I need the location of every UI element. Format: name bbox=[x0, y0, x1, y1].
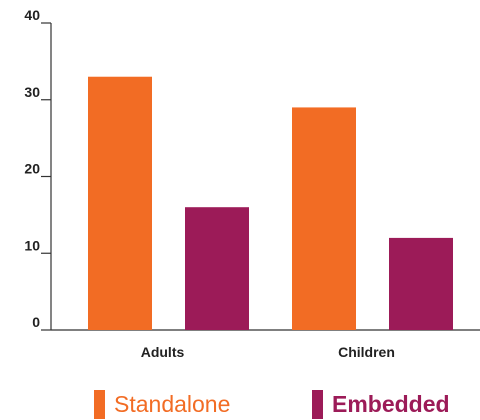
legend-item-standalone: Standalone bbox=[94, 388, 230, 420]
bar-standalone-adults bbox=[88, 76, 152, 330]
bar-embedded-children bbox=[389, 237, 453, 330]
x-axis-labels: Adults Children bbox=[141, 344, 395, 360]
legend-label-embedded: Embedded bbox=[332, 390, 450, 417]
y-tick-label: 20 bbox=[24, 161, 40, 177]
y-tick-label: 40 bbox=[24, 7, 40, 23]
legend-label-standalone: Standalone bbox=[114, 390, 231, 417]
bars bbox=[88, 76, 453, 330]
bar-standalone-children bbox=[292, 107, 356, 330]
x-category-label: Adults bbox=[141, 344, 185, 360]
legend-swatch-embedded bbox=[312, 389, 323, 419]
legend: Standalone Embedded bbox=[0, 388, 480, 420]
legend-swatch-standalone bbox=[94, 389, 105, 419]
x-category-label: Children bbox=[338, 344, 395, 360]
y-tick-label: 30 bbox=[24, 84, 40, 100]
y-tick-label: 10 bbox=[24, 237, 40, 253]
y-tick-label: 0 bbox=[32, 314, 40, 330]
legend-item-embedded: Embedded bbox=[312, 388, 450, 420]
bar-chart: 0 10 20 30 40 Adults Children bbox=[24, 7, 480, 360]
bar-embedded-adults bbox=[185, 207, 249, 330]
